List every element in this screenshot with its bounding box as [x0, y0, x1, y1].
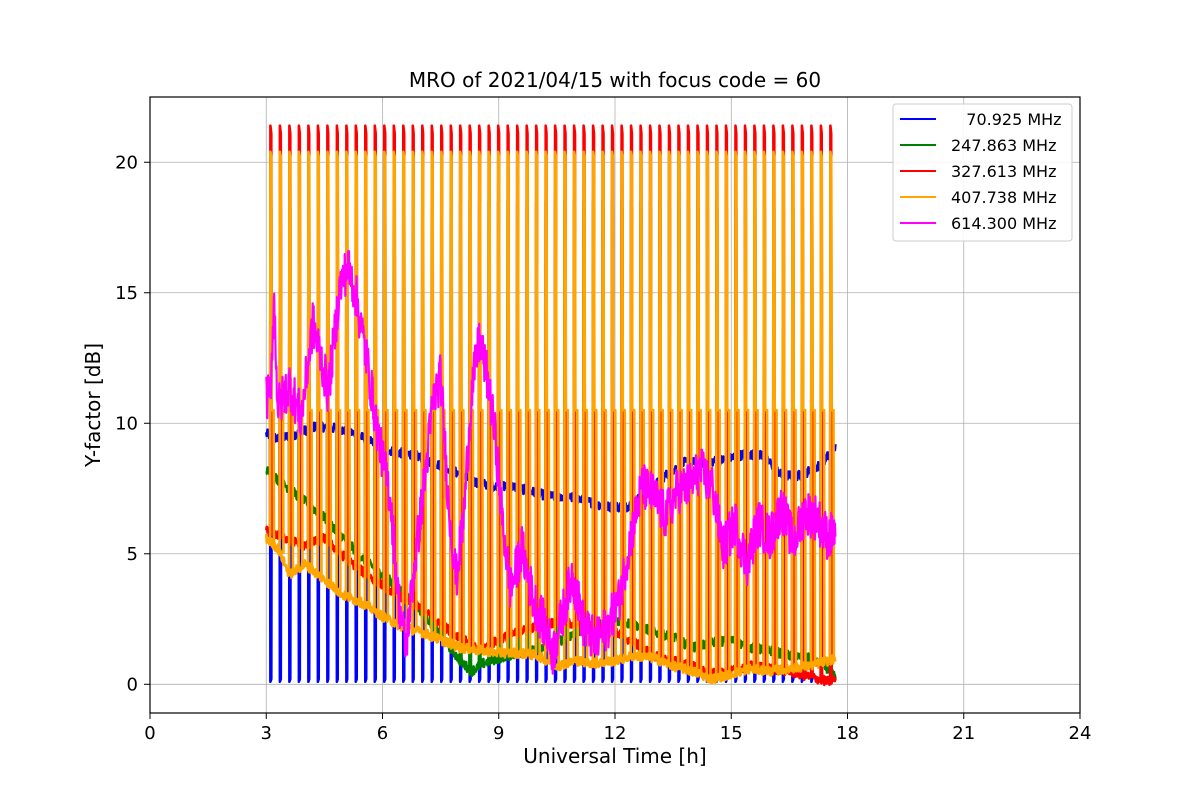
- y-tick-label: 10: [115, 413, 138, 434]
- legend-entry-label: 614.300 MHz: [951, 214, 1056, 233]
- series-line-614-300-mhz: [265, 250, 837, 675]
- legend-entry-label: 247.863 MHz: [951, 136, 1056, 155]
- x-tick-label: 12: [604, 723, 627, 744]
- legend-box: [892, 103, 1073, 242]
- x-tick-label: 0: [144, 723, 155, 744]
- x-axis-label: Universal Time [h]: [523, 744, 706, 768]
- y-tick-label: 5: [127, 544, 138, 565]
- x-axis-ticks: 0 3 6 9 12 15 18 21 24: [144, 713, 1091, 744]
- plot-series: [265, 124, 837, 687]
- x-tick-label: 24: [1069, 723, 1092, 744]
- y-axis-label: Y-factor [dB]: [81, 343, 105, 468]
- legend: 70.925 MHz 247.863 MHz 327.613 MHz 407.738 …: [892, 103, 1073, 242]
- series-line-70-925-mhz: [265, 420, 837, 683]
- x-tick-label: 21: [952, 723, 975, 744]
- legend-entry-label: 327.613 MHz: [951, 162, 1056, 181]
- y-tick-label: 20: [115, 152, 138, 173]
- x-tick-label: 3: [261, 723, 272, 744]
- x-tick-label: 9: [493, 723, 504, 744]
- legend-entry-label: 407.738 MHz: [951, 188, 1056, 207]
- legend-entry-label: 70.925 MHz: [951, 110, 1062, 129]
- y-tick-label: 15: [115, 283, 138, 304]
- x-tick-label: 15: [720, 723, 743, 744]
- y-axis-ticks: 0 5 10 15 20: [115, 152, 150, 695]
- x-tick-label: 18: [836, 723, 859, 744]
- x-tick-label: 6: [377, 723, 388, 744]
- y-tick-label: 0: [127, 674, 138, 695]
- chart-title: MRO of 2021/04/15 with focus code = 60: [409, 68, 821, 92]
